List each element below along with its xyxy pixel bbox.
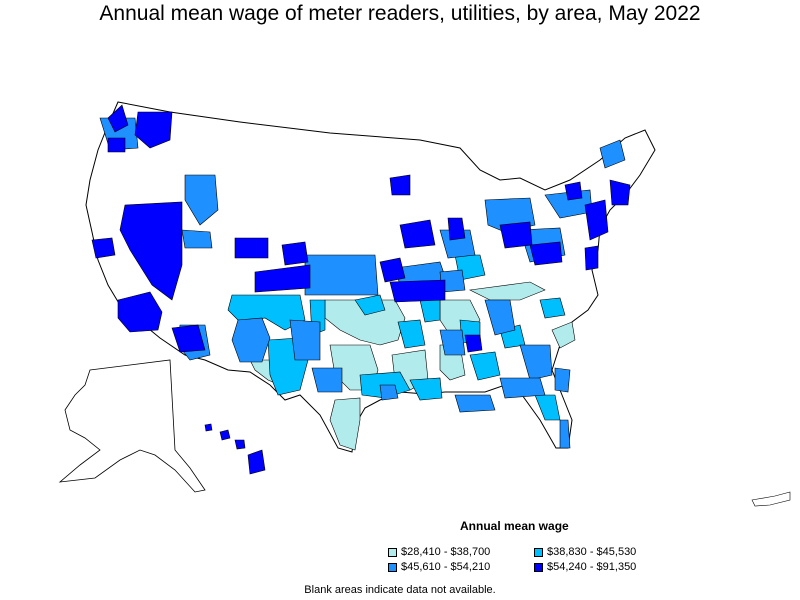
legend-label: $28,410 - $38,700 — [401, 546, 491, 558]
territory-islands — [751, 491, 791, 507]
legend-swatch — [388, 562, 397, 572]
legend-title: Annual mean wage — [460, 519, 569, 533]
footnote: Blank areas indicate data not available. — [304, 584, 496, 596]
legend-item-tier-2: $38,830 - $45,530 — [534, 546, 636, 558]
alaska-outline — [58, 359, 206, 493]
legend-label: $54,240 - $91,350 — [547, 561, 637, 573]
legend-label: $38,830 - $45,530 — [547, 546, 637, 558]
legend-item-tier-1: $28,410 - $38,700 — [388, 546, 490, 558]
legend-swatch — [534, 562, 543, 572]
legend-label: $45,610 - $54,210 — [401, 561, 491, 573]
hawaii-islands — [204, 423, 266, 475]
tier-4-areas — [91, 104, 631, 353]
map-title: Annual mean wage of meter readers, utili… — [99, 2, 701, 25]
legend-swatch — [388, 547, 397, 557]
legend-swatch — [534, 547, 543, 557]
legend-item-tier-4: $54,240 - $91,350 — [534, 561, 636, 573]
legend-item-tier-3: $45,610 - $54,210 — [388, 561, 490, 573]
